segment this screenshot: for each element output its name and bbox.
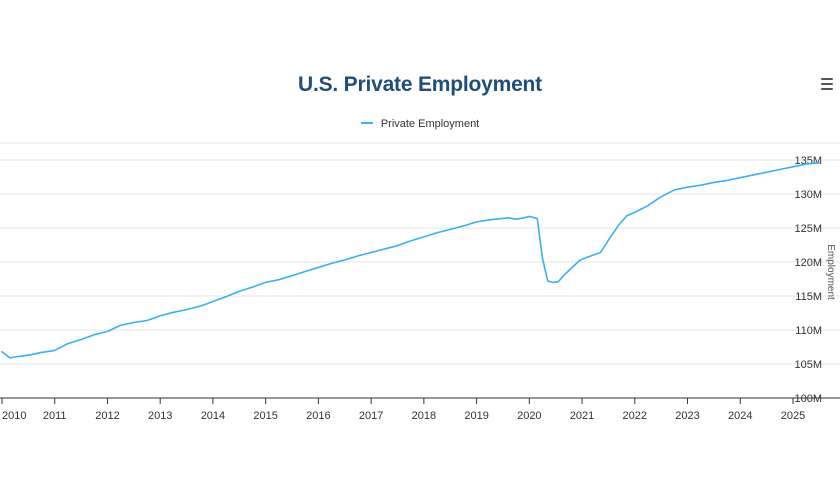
x-tick-label: 2022 <box>623 410 647 422</box>
y-tick-label: 130M <box>794 189 822 201</box>
x-axis: 2010 2011 2012 2013 2014 2015 2016 2017 2018 2019… <box>0 398 840 422</box>
y-tick-label: 125M <box>794 223 822 235</box>
legend-swatch <box>361 122 373 124</box>
x-tick-label: 2020 <box>517 410 541 422</box>
x-tick-label: 2021 <box>570 410 594 422</box>
y-tick-label: 120M <box>794 257 822 269</box>
legend-label: Private Employment <box>381 118 479 130</box>
x-tick-label: 2025 <box>781 410 805 422</box>
x-tick-label: 2019 <box>464 410 488 422</box>
x-tick-label: 2018 <box>412 410 436 422</box>
y-tick-label: 115M <box>795 291 822 303</box>
series-line-private-employment[interactable] <box>2 163 819 358</box>
x-tick-label: 2014 <box>201 410 225 422</box>
x-tick-label: 2015 <box>253 410 277 422</box>
x-tick-label: 2016 <box>306 410 330 422</box>
x-tick-label: 2013 <box>148 410 172 422</box>
x-tick-label: 2017 <box>359 410 383 422</box>
legend: Private Employment <box>0 118 840 130</box>
chart-title: U.S. Private Employment <box>0 73 840 97</box>
series-layer <box>2 163 819 358</box>
x-tick-label: 2011 <box>43 410 67 422</box>
grid-lines <box>0 143 840 364</box>
chart-menu-button[interactable] <box>821 78 835 92</box>
y-axis-title: Employment <box>825 244 836 300</box>
y-tick-label: 105M <box>794 359 822 371</box>
x-tick-label: 2023 <box>675 410 699 422</box>
x-tick-label: 2024 <box>728 410 752 422</box>
y-tick-label: 100M <box>794 393 822 405</box>
x-tick-label: 2012 <box>95 410 119 422</box>
x-tick-label: 2010 <box>2 410 26 422</box>
legend-item-private-employment[interactable]: Private Employment <box>361 118 480 130</box>
y-tick-label: 110M <box>795 325 822 337</box>
hamburger-menu-icon <box>821 78 833 80</box>
hamburger-menu-icon-line <box>821 88 833 90</box>
hamburger-menu-icon-line <box>821 83 833 85</box>
